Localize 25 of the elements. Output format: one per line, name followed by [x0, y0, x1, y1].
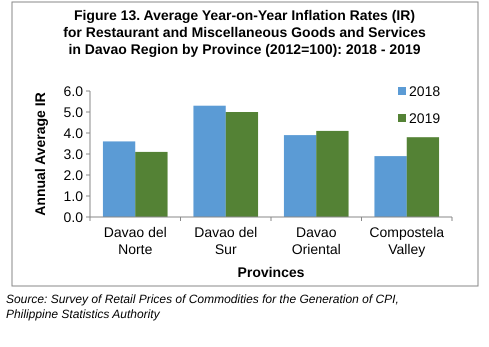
y-tick-label: 5.0 — [64, 104, 84, 120]
bar — [135, 152, 168, 217]
bar — [226, 112, 258, 217]
bar — [102, 141, 136, 217]
y-tick-label: 1.0 — [64, 188, 84, 204]
legend-label: 2019 — [409, 110, 440, 126]
y-tick-label: 3.0 — [64, 146, 84, 162]
bar — [284, 135, 316, 217]
x-axis-title: Provinces — [238, 264, 305, 280]
bar — [374, 156, 407, 217]
x-tick-label: Davao Oriental — [292, 224, 341, 257]
bar — [193, 106, 226, 217]
x-tick-label: Davao del Norte — [104, 224, 167, 257]
bar — [316, 130, 349, 217]
x-tick-label: Davao del Sur — [194, 224, 258, 257]
legend-label: 2018 — [409, 82, 440, 99]
chart-title: Figure 13. Average Year-on-Year Inflation Rates (IR) for Restaurant and Miscellaneous Goods and Services in Davao Region by Province (2012=100): 2018 - 2019 — [63, 7, 426, 57]
y-axis-title: Annual Average IR — [32, 92, 48, 216]
y-tick-label: 6.0 — [64, 82, 84, 99]
bar — [406, 137, 440, 217]
y-tick-label: 4.0 — [64, 124, 84, 141]
x-tick-label: Compostela Valley — [369, 224, 444, 257]
y-tick-label: 2.0 — [64, 166, 84, 183]
y-tick-label: 0.0 — [64, 208, 84, 225]
source-note: Source: Survey of Retail Prices of Commodities for the Generation of CPI, Philippine Statistics Authority — [6, 292, 399, 321]
